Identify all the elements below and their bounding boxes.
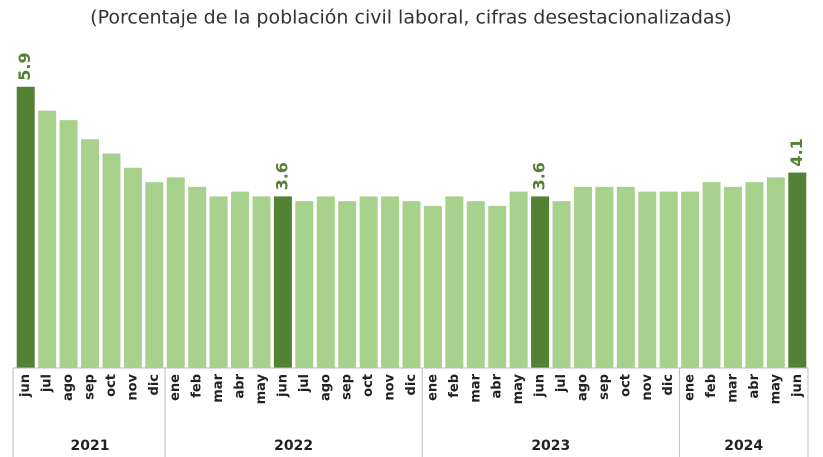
x-tick-label: oct [361, 374, 376, 397]
bar [273, 196, 292, 368]
data-label: 4.1 [787, 138, 806, 166]
bar [38, 110, 57, 368]
x-tick-label: jul [554, 374, 569, 393]
x-tick-label: mar [468, 373, 483, 402]
x-tick-label: dic [147, 374, 162, 395]
bar [59, 120, 78, 368]
bar [466, 201, 485, 368]
bar [359, 196, 378, 368]
group-label: 2024 [724, 438, 763, 454]
x-tick-label: dic [404, 374, 419, 395]
x-tick-label: oct [104, 374, 119, 397]
x-tick-label: ene [425, 374, 440, 401]
x-tick-label: ene [683, 374, 698, 401]
bar [231, 191, 250, 368]
x-tick-label: abr [490, 373, 505, 398]
chart-title: (Porcentaje de la población civil labora… [90, 7, 732, 29]
group-label: 2023 [531, 438, 570, 454]
bar [295, 201, 314, 368]
x-tick-label: sep [83, 374, 98, 400]
bar [252, 196, 271, 368]
x-tick-label: ene [168, 374, 183, 401]
x-tick-label: feb [190, 374, 205, 398]
x-tick-label: nov [383, 373, 398, 400]
data-label: 3.6 [272, 162, 291, 190]
bar [445, 196, 464, 368]
x-tick-label: nov [640, 373, 655, 400]
bar [766, 177, 785, 368]
x-tick-label: may [768, 373, 783, 404]
x-tick-label: jul [40, 374, 55, 393]
x-tick-label: abr [233, 373, 248, 398]
bar [81, 139, 100, 368]
bar [595, 186, 614, 368]
x-tick-label: sep [597, 374, 612, 400]
bar [552, 201, 571, 368]
x-tick-label: may [511, 373, 526, 404]
x-tick-label: sep [340, 374, 355, 400]
bar [681, 191, 700, 368]
bar [509, 191, 528, 368]
x-tick-label: jun [275, 374, 290, 398]
x-tick-label: oct [618, 374, 633, 397]
bar [102, 153, 121, 368]
x-tick-label: dic [661, 374, 676, 395]
bar [745, 182, 764, 368]
bar [616, 186, 635, 368]
x-tick-label: ago [318, 374, 333, 401]
bar [123, 167, 142, 368]
bar [166, 177, 185, 368]
data-label: 3.6 [530, 162, 549, 190]
bar [209, 196, 228, 368]
bar [381, 196, 400, 368]
bar [573, 186, 592, 368]
x-tick-label: nov [125, 373, 140, 400]
group-label: 2021 [71, 438, 110, 454]
x-tick-label: jul [297, 374, 312, 393]
x-tick-label: may [254, 373, 269, 404]
bar [402, 201, 421, 368]
bar [788, 172, 807, 368]
bar [702, 182, 721, 368]
x-tick-label: jun [533, 374, 548, 398]
data-label: 5.9 [15, 52, 34, 80]
x-tick-label: jun [790, 374, 805, 398]
bar [488, 205, 507, 368]
x-tick-label: feb [704, 374, 719, 398]
bar [659, 191, 678, 368]
x-tick-label: feb [447, 374, 462, 398]
x-tick-label: mar [725, 373, 740, 402]
group-label: 2022 [274, 438, 313, 454]
x-tick-label: abr [747, 373, 762, 398]
bar [723, 186, 742, 368]
bar [638, 191, 657, 368]
bar [423, 205, 442, 368]
bar [316, 196, 335, 368]
x-tick-label: ago [575, 374, 590, 401]
bar [531, 196, 550, 368]
x-tick-label: mar [211, 373, 226, 402]
bar [188, 186, 207, 368]
x-tick-label: jun [18, 374, 33, 398]
x-tick-label: ago [61, 374, 76, 401]
bar [16, 86, 35, 369]
bar [338, 201, 357, 368]
bar [145, 182, 164, 368]
